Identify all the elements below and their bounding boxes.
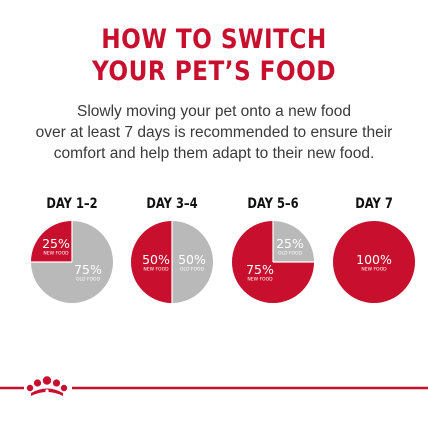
description-line-2: over at least 7 days is recommended to e… [35,124,393,141]
new-food-percent: 25% [42,236,70,251]
description: Slowly moving your pet onto a new food o… [0,101,428,164]
new-food-sub-label: NEW FOOD [43,251,69,257]
old-food-sub-label: OLD FOOD [278,251,303,257]
title-line-1: HOW TO SWITCH [101,24,327,55]
new-food-sub-label: NEW FOOD [247,277,273,283]
old-food-percent: 25% [276,236,304,251]
new-food-percent: 100% [356,252,392,267]
new-food-sub-label: NEW FOOD [143,267,169,273]
new-food-slice [131,221,172,303]
description-line-1: Slowly moving your pet onto a new food [77,103,351,120]
new-food-sub-label: NEW FOOD [361,267,387,273]
pie-day-3: 25%OLD FOOD 75%NEW FOOD [232,221,314,303]
pie-day-1: 25%NEW FOOD 75%OLD FOOD [31,221,113,303]
description-line-3: comfort and help them adapt to their new… [53,145,375,162]
new-food-percent: 50% [142,252,170,267]
old-food-sub-label: OLD FOOD [76,277,101,283]
day-label-2: DAY 3–4 [146,196,198,212]
pie-day-4: 100%NEW FOOD [333,221,415,303]
day-label-1: DAY 1–2 [46,196,98,212]
old-food-sub-label: OLD FOOD [180,267,205,273]
page-title: HOW TO SWITCH YOUR PET’S FOOD [30,24,398,88]
new-food-slice [31,221,72,262]
day-label-4: DAY 7 [355,196,393,212]
new-food-slice [333,221,415,303]
title-line-2: YOUR PET’S FOOD [92,56,336,87]
new-food-percent: 75% [246,262,274,277]
royal-canin-crown-icon [26,376,68,396]
old-food-percent: 75% [74,262,102,277]
old-food-percent: 50% [178,252,206,267]
day-label-3: DAY 5–6 [247,196,299,212]
